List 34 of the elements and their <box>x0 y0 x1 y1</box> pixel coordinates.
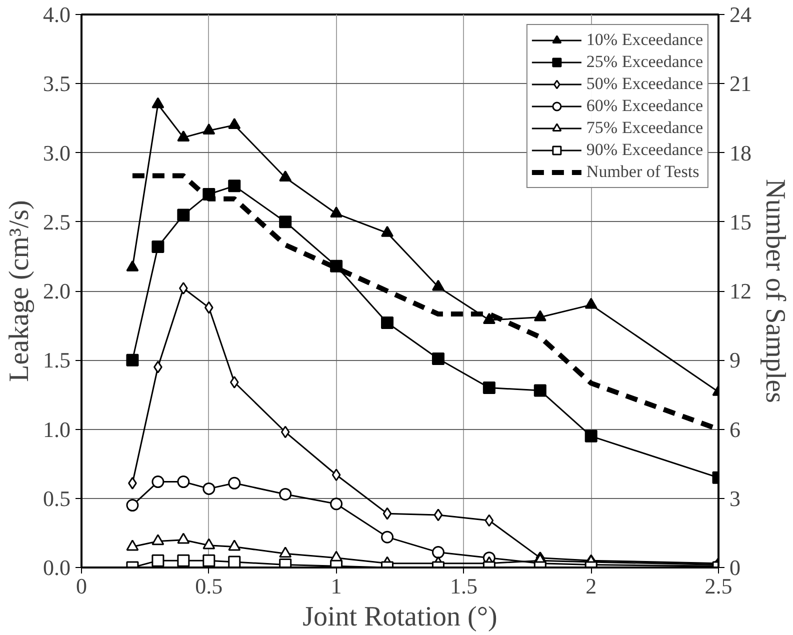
y2-tick-label: 0 <box>730 555 740 580</box>
legend-label: Number of Tests <box>586 161 700 183</box>
legend-label: 75% Exceedance <box>586 117 703 139</box>
y-tick-label: 4.0 <box>43 2 70 27</box>
y-tick-label: 2.0 <box>43 278 70 304</box>
y2-tick-label: 21 <box>730 71 752 96</box>
y-tick-label: 1.0 <box>43 416 70 442</box>
y2-tick-label: 18 <box>730 140 752 166</box>
y2-tick-label: 9 <box>730 348 740 373</box>
y-tick-label: 3.5 <box>43 71 70 96</box>
y-tick-label: 0.0 <box>43 555 70 580</box>
y-axis-title: Leakage (cm³/s) <box>4 200 35 382</box>
x-tick-label: 1 <box>330 574 342 598</box>
x-tick-label: 0 <box>76 574 87 598</box>
legend-label: 90% Exceedance <box>586 139 703 161</box>
y-tick-label: 0.5 <box>43 486 70 511</box>
x-tick-label: 2 <box>586 574 597 598</box>
x-tick-label: 1.5 <box>450 574 478 598</box>
y2-axis-title: Number of Samples <box>760 179 790 403</box>
y-tick-label: 1.5 <box>43 348 70 373</box>
legend-label: 60% Exceedance <box>586 95 703 117</box>
y-tick-label: 3.0 <box>43 140 70 166</box>
y2-tick-label: 24 <box>730 2 752 27</box>
legend-label: 50% Exceedance <box>586 73 703 95</box>
legend-label: 10% Exceedance <box>586 29 703 51</box>
x-tick-label: 0.5 <box>195 574 223 598</box>
x-axis-title: Joint Rotation (°) <box>302 602 498 632</box>
legend-label: 25% Exceedance <box>586 51 703 73</box>
y2-tick-label: 3 <box>730 486 740 511</box>
y2-tick-label: 12 <box>730 278 752 304</box>
y2-tick-label: 15 <box>730 209 752 234</box>
y-tick-label: 2.5 <box>43 209 70 234</box>
x-tick-label: 2.5 <box>704 574 732 598</box>
y2-tick-label: 6 <box>730 416 740 442</box>
